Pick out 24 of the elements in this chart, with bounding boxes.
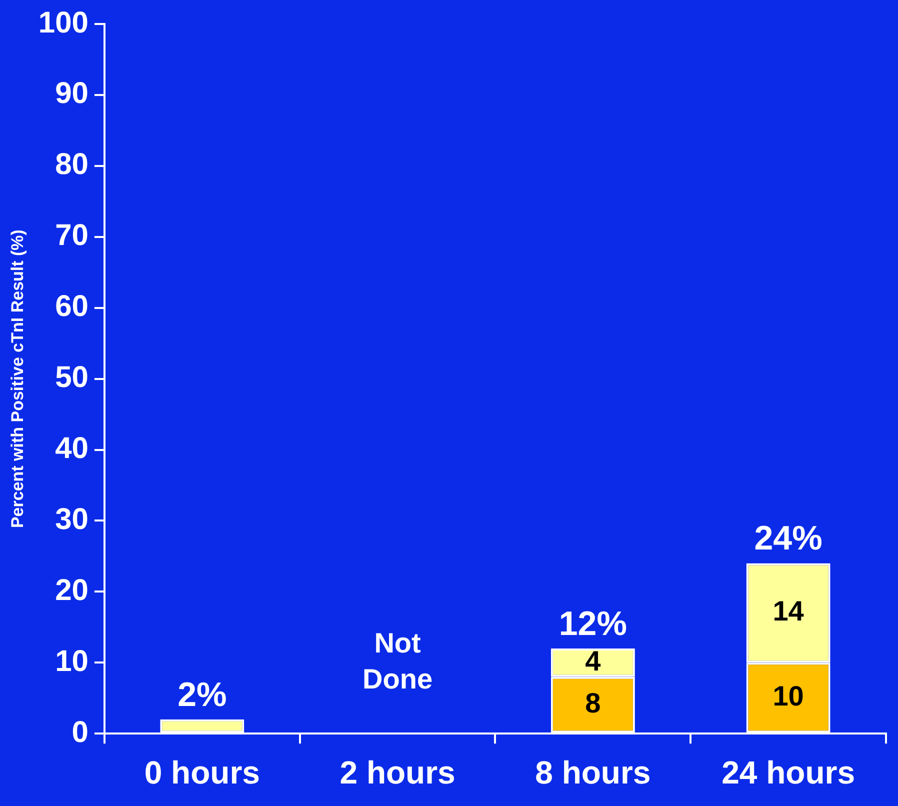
y-tick-label: 60	[55, 290, 88, 324]
y-tick-label: 40	[55, 432, 88, 466]
y-tick-label: 90	[55, 77, 88, 110]
data-label: 8	[585, 687, 601, 718]
y-tick-label: 50	[55, 361, 88, 394]
x-tick-label: 24 hours	[722, 754, 855, 791]
data-label: 10	[772, 680, 804, 712]
total-label: 2%	[178, 676, 227, 714]
y-tick-label: 80	[55, 148, 88, 182]
y-tick-label: 30	[55, 502, 88, 536]
data-label: 4	[585, 645, 602, 676]
y-tick-label: 10	[55, 644, 88, 678]
y-tick-label: 100	[38, 6, 88, 40]
y-tick-label: 70	[55, 219, 88, 252]
total-label: 24%	[754, 520, 822, 558]
y-axis-title: Percent with Positive cTnI Result (%)	[8, 230, 27, 528]
total-label: 12%	[558, 604, 627, 643]
y-tick-label: 20	[55, 574, 88, 607]
y-tick-label: 0	[72, 716, 88, 749]
x-tick-label: 0 hours	[144, 754, 260, 791]
annotation: Not Done	[362, 627, 433, 694]
x-tick-label: 8 hours	[535, 754, 651, 791]
data-label: 14	[772, 596, 804, 627]
x-tick-label: 2 hours	[340, 754, 456, 791]
